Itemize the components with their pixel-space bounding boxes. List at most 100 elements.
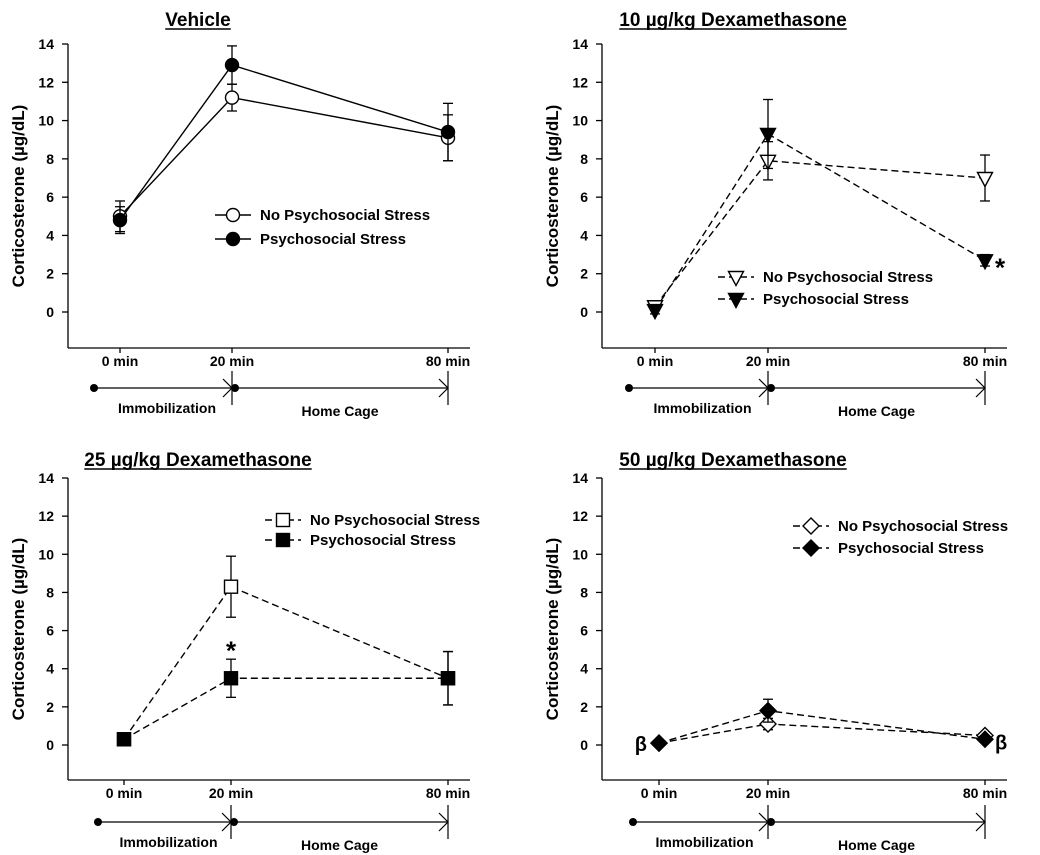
x-tick-label: 0 min xyxy=(641,785,678,801)
significance-annotation: β xyxy=(995,732,1007,754)
y-axis-label: Corticosterone (µg/dL) xyxy=(543,105,562,288)
y-tick-label: 2 xyxy=(46,699,54,715)
y-tick-label: 0 xyxy=(580,737,588,753)
significance-annotation: * xyxy=(226,635,237,665)
y-tick-label: 4 xyxy=(46,227,54,243)
chart-title: 50 µg/kg Dexamethasone xyxy=(619,450,846,471)
data-point xyxy=(112,212,128,228)
chart-panel-4: 50 µg/kg Dexamethasone 0 2 4 6 8 10 12 14 Cortico… xyxy=(543,450,1008,853)
significance-annotation: β xyxy=(635,734,647,756)
series-line xyxy=(119,64,449,221)
legend-label: No Psychosocial Stress xyxy=(763,269,933,286)
legend-label: No Psychosocial Stress xyxy=(260,207,430,224)
legend: No Psychosocial Stress Psychosocial Stres… xyxy=(793,517,1008,557)
y-tick-label: 10 xyxy=(572,546,588,562)
phase-label-immobilization: Immobilization xyxy=(120,834,218,850)
y-tick-label: 6 xyxy=(46,623,54,639)
legend-label: Psychosocial Stress xyxy=(763,291,909,308)
y-tick-label: 0 xyxy=(46,737,54,753)
series-line xyxy=(123,677,448,740)
chart-title: Vehicle xyxy=(165,10,231,31)
y-tick-label: 6 xyxy=(580,189,588,205)
series-2 xyxy=(646,98,994,321)
y-axis-label: Corticosterone (µg/dL) xyxy=(543,538,562,721)
data-point xyxy=(976,171,994,188)
legend-marker xyxy=(225,231,241,247)
series-line xyxy=(654,160,986,307)
phase-label-home-cage: Home Cage xyxy=(301,837,378,853)
data-point xyxy=(759,701,777,720)
legend-label: Psychosocial Stress xyxy=(260,231,406,248)
significance-annotation: * xyxy=(995,252,1006,282)
y-tick-label: 6 xyxy=(46,189,54,205)
legend: No Psychosocial Stress Psychosocial Stres… xyxy=(215,207,430,248)
chart-panel-2: 10 µg/kg Dexamethasone 0 2 4 6 8 10 12 14 Cortico… xyxy=(543,10,1007,419)
series-line xyxy=(658,723,986,744)
series-2 xyxy=(116,650,456,747)
series-1 xyxy=(116,555,456,747)
x-tick-label: 20 min xyxy=(210,353,254,369)
y-axis-label: Corticosterone (µg/dL) xyxy=(9,538,28,721)
y-tick-label: 8 xyxy=(46,151,54,167)
legend-marker xyxy=(275,532,291,548)
phase-label-home-cage: Home Cage xyxy=(838,403,915,419)
x-tick-label: 0 min xyxy=(637,353,674,369)
legend-label: Psychosocial Stress xyxy=(838,540,984,557)
x-tick-label: 80 min xyxy=(963,785,1007,801)
data-point xyxy=(223,671,239,686)
legend-label: No Psychosocial Stress xyxy=(310,512,480,529)
timeline: Immobilization Home Cage xyxy=(94,805,449,853)
data-point xyxy=(224,57,240,73)
phase-label-immobilization: Immobilization xyxy=(118,400,216,416)
y-tick-label: 8 xyxy=(580,584,588,600)
y-tick-label: 14 xyxy=(38,36,54,52)
legend-label: No Psychosocial Stress xyxy=(838,518,1008,535)
data-point xyxy=(116,732,132,747)
y-tick-label: 10 xyxy=(572,113,588,129)
phase-label-immobilization: Immobilization xyxy=(656,834,754,850)
y-tick-label: 10 xyxy=(38,113,54,129)
y-tick-label: 4 xyxy=(46,661,54,677)
y-tick-label: 12 xyxy=(38,74,54,90)
x-tick-label: 0 min xyxy=(106,785,143,801)
series-2 xyxy=(650,698,994,753)
phase-label-immobilization: Immobilization xyxy=(654,400,752,416)
phase-label-home-cage: Home Cage xyxy=(838,837,915,853)
y-tick-label: 14 xyxy=(38,470,54,486)
x-tick-label: 0 min xyxy=(102,353,139,369)
timeline: Immobilization Home Cage xyxy=(629,805,986,853)
chart-panel-1: Vehicle 0 2 4 6 8 10 12 14 Corticosterone (µg/dL)… xyxy=(9,10,470,419)
legend: No Psychosocial Stress Psychosocial Stres… xyxy=(718,269,933,309)
x-tick-label: 80 min xyxy=(426,353,470,369)
legend-marker xyxy=(727,292,745,309)
y-tick-label: 14 xyxy=(572,470,588,486)
y-tick-label: 0 xyxy=(580,304,588,320)
chart-title: 10 µg/kg Dexamethasone xyxy=(619,10,846,31)
y-tick-label: 0 xyxy=(46,304,54,320)
legend-marker xyxy=(802,539,820,557)
y-tick-label: 4 xyxy=(580,227,588,243)
x-tick-label: 80 min xyxy=(963,353,1007,369)
data-point xyxy=(650,734,668,753)
x-tick-label: 20 min xyxy=(746,353,790,369)
data-point xyxy=(759,127,777,144)
x-tick-label: 20 min xyxy=(746,785,790,801)
chart-panel-3: 25 µg/kg Dexamethasone 0 2 4 6 8 10 12 14 Cortico… xyxy=(9,450,480,853)
y-tick-label: 6 xyxy=(580,623,588,639)
legend: No Psychosocial Stress Psychosocial Stres… xyxy=(265,512,480,549)
data-point xyxy=(224,90,240,105)
data-point xyxy=(440,124,456,140)
legend-marker xyxy=(802,517,820,535)
legend-marker xyxy=(727,270,745,287)
timeline: Immobilization Home Cage xyxy=(90,371,449,419)
series-1 xyxy=(646,140,994,317)
legend-label: Psychosocial Stress xyxy=(310,532,456,549)
y-tick-label: 2 xyxy=(580,266,588,282)
y-tick-label: 10 xyxy=(38,546,54,562)
y-tick-label: 4 xyxy=(580,661,588,677)
y-tick-label: 12 xyxy=(572,508,588,524)
series-2 xyxy=(112,45,456,235)
data-point xyxy=(759,715,777,734)
data-point xyxy=(223,579,239,594)
